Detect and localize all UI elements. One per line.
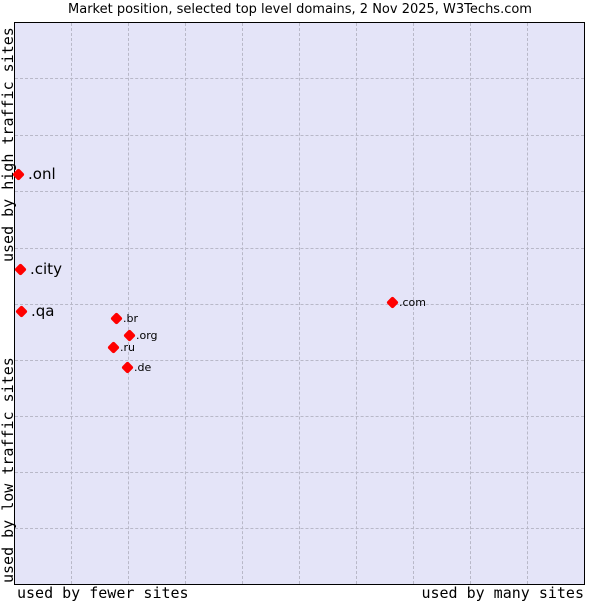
grid-line — [413, 23, 414, 584]
grid-line — [15, 248, 584, 249]
point-label: .de — [134, 361, 152, 374]
grid-line — [15, 304, 584, 305]
grid-line — [15, 360, 584, 361]
y-axis-label-bottom: used by low traffic sites — [0, 357, 17, 583]
point-label: .city — [30, 260, 62, 278]
y-axis-label-top: used by high traffic sites — [0, 27, 17, 262]
grid-line — [242, 23, 243, 584]
grid-line — [185, 23, 186, 584]
x-axis-label-left: used by fewer sites — [17, 584, 189, 602]
point-label: .ru — [120, 341, 135, 354]
chart-title: Market position, selected top level doma… — [68, 2, 532, 17]
grid-line — [15, 78, 584, 79]
grid-line — [15, 416, 584, 417]
grid-line — [15, 135, 584, 136]
point-label: .org — [136, 329, 158, 342]
grid-line — [356, 23, 357, 584]
plot-area — [14, 22, 585, 585]
grid-line — [470, 23, 471, 584]
grid-line — [128, 23, 129, 584]
grid-line — [15, 472, 584, 473]
grid-line — [15, 528, 584, 529]
point-label: .com — [399, 296, 426, 309]
point-label: .onl — [28, 165, 56, 183]
grid-line — [299, 23, 300, 584]
grid-line — [527, 23, 528, 584]
point-label: .qa — [31, 302, 55, 320]
grid-line — [71, 23, 72, 584]
grid-line — [15, 191, 584, 192]
point-label: .br — [123, 312, 139, 325]
x-axis-label-right: used by many sites — [421, 584, 584, 602]
